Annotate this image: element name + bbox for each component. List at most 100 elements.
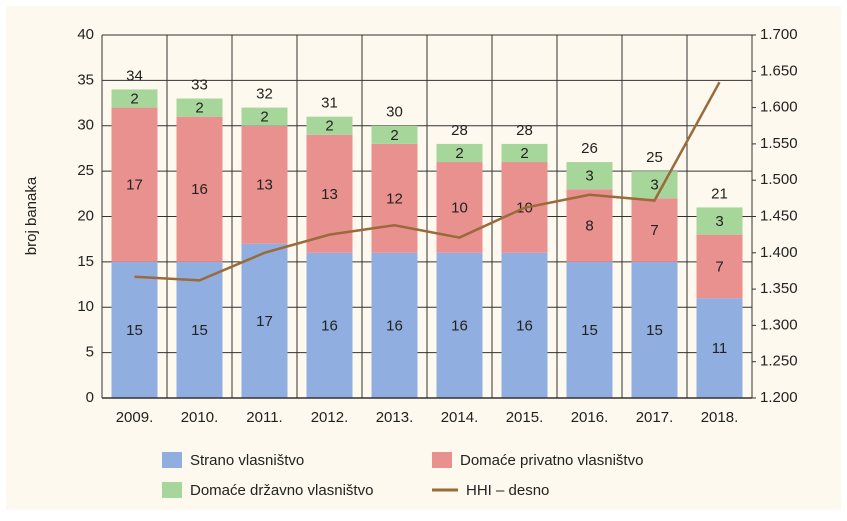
bar-segment — [176, 116, 223, 262]
bar-segment — [371, 143, 418, 253]
y-tick-label: 0 — [86, 389, 94, 406]
x-tick-label: 2010. — [181, 409, 219, 426]
bar-segment — [631, 171, 678, 199]
data-label: 13 — [256, 177, 273, 194]
total-label: 33 — [191, 76, 208, 93]
x-tick-label: 2018. — [701, 409, 739, 426]
data-label: 15 — [581, 322, 598, 339]
data-label: 10 — [451, 199, 468, 216]
y2-tick-label: 1.700 — [760, 26, 798, 43]
data-label: 17 — [126, 177, 143, 194]
y2-tick-label: 1.450 — [760, 207, 798, 224]
bar-segment — [306, 116, 353, 135]
bar-segment — [176, 261, 223, 398]
total-label: 32 — [256, 86, 273, 103]
data-label: 2 — [260, 109, 268, 126]
data-label: 2 — [195, 100, 203, 117]
data-label: 16 — [321, 317, 338, 334]
total-label: 31 — [321, 95, 338, 112]
data-label: 15 — [191, 322, 208, 339]
x-tick-label: 2011. — [246, 409, 282, 426]
bar-segment — [696, 207, 743, 235]
data-label: 8 — [585, 218, 593, 235]
total-label: 30 — [386, 104, 403, 121]
y-tick-label: 35 — [77, 71, 94, 88]
bar-segment — [501, 143, 548, 163]
bar-segment — [111, 261, 158, 398]
total-label: 28 — [451, 122, 468, 139]
y2-tick-label: 1.600 — [760, 99, 798, 116]
y-tick-label: 20 — [77, 207, 94, 224]
legend-label: Strano vlasništvo — [190, 452, 304, 469]
data-label: 11 — [712, 340, 728, 357]
bar-segment — [566, 189, 613, 262]
y-tick-label: 10 — [77, 298, 94, 315]
data-label: 17 — [256, 313, 273, 330]
y2-tick-label: 1.500 — [760, 171, 798, 188]
x-tick-label: 2012. — [311, 409, 349, 426]
data-label: 12 — [386, 190, 403, 207]
data-label: 16 — [191, 181, 208, 198]
data-label: 13 — [321, 186, 338, 203]
data-label: 2 — [325, 118, 333, 135]
total-label: 26 — [581, 140, 598, 157]
data-label: 2 — [390, 127, 398, 144]
x-tick-label: 2014. — [441, 409, 479, 426]
bar-segment — [176, 98, 223, 117]
x-tick-label: 2009. — [116, 409, 154, 426]
legend-label: Domaće privatno vlasništvo — [460, 452, 643, 469]
data-label: 3 — [585, 168, 593, 185]
data-label: 2 — [455, 145, 463, 162]
bar-segment — [111, 107, 158, 262]
y2-tick-label: 1.550 — [760, 135, 798, 152]
bar-segment — [566, 162, 613, 190]
data-label: 3 — [715, 213, 723, 230]
total-label: 28 — [516, 122, 533, 139]
y-axis-label: broj banaka — [23, 176, 40, 255]
y2-tick-label: 1.400 — [760, 244, 798, 261]
bar-segment — [241, 243, 288, 398]
data-label: 15 — [126, 322, 143, 339]
legend-swatch — [162, 452, 182, 468]
x-tick-label: 2013. — [376, 409, 414, 426]
bar-segment — [696, 234, 743, 299]
data-label: 16 — [386, 317, 403, 334]
x-tick-label: 2016. — [571, 409, 609, 426]
data-label: 15 — [646, 322, 663, 339]
data-label: 2 — [520, 145, 528, 162]
y-tick-label: 40 — [77, 26, 94, 43]
bar-segment — [696, 298, 743, 398]
total-label: 21 — [711, 185, 728, 202]
y2-tick-label: 1.350 — [760, 280, 798, 297]
y2-tick-label: 1.650 — [760, 62, 798, 79]
bar-segment — [306, 252, 353, 398]
data-label: 7 — [715, 258, 723, 275]
data-label: 7 — [650, 222, 658, 239]
y2-tick-label: 1.200 — [760, 389, 798, 406]
bar-segment — [241, 125, 288, 244]
data-label: 16 — [516, 317, 533, 334]
bar-segment — [436, 252, 483, 398]
y-tick-label: 30 — [77, 117, 94, 134]
bar-segment — [371, 125, 418, 144]
line-series — [134, 81, 721, 282]
bar-segment — [501, 252, 548, 398]
y2-tick-label: 1.250 — [760, 353, 798, 370]
y2-tick-label: 1.300 — [760, 316, 798, 333]
bar-segment — [436, 143, 483, 163]
bar-segment — [111, 89, 158, 108]
legend-label: HHI – desno — [466, 482, 549, 499]
data-label: 2 — [130, 90, 138, 107]
legend-swatch — [162, 482, 182, 498]
legend-swatch — [432, 452, 452, 468]
data-label: 16 — [451, 317, 468, 334]
y-tick-label: 15 — [77, 253, 94, 270]
total-label: 34 — [126, 67, 143, 84]
bar-segment — [371, 252, 418, 398]
bar-segment — [566, 261, 613, 398]
legend-label: Domaće državno vlasništvo — [190, 482, 373, 499]
data-label: 3 — [650, 177, 658, 194]
y-tick-label: 25 — [77, 162, 94, 179]
bar-segment — [631, 198, 678, 262]
